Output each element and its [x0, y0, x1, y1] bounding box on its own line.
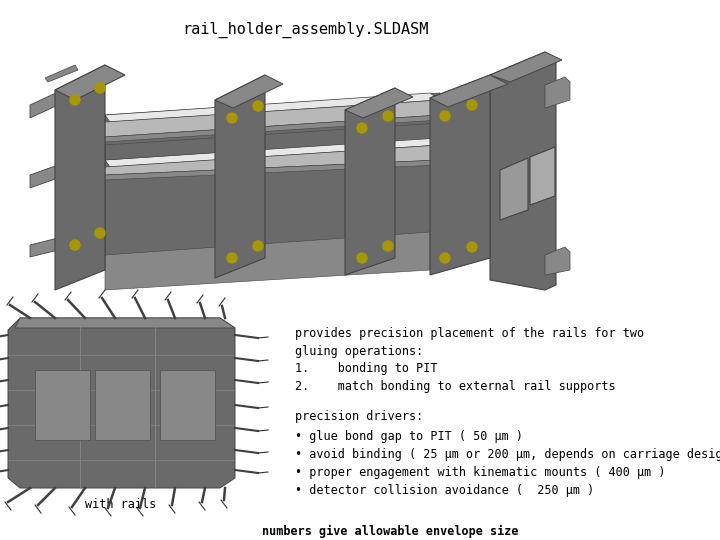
Text: numbers give allowable envelope size: numbers give allowable envelope size — [262, 525, 518, 538]
Circle shape — [357, 253, 367, 263]
Circle shape — [357, 123, 367, 133]
Circle shape — [467, 100, 477, 110]
Polygon shape — [430, 75, 490, 275]
Circle shape — [227, 253, 237, 263]
Circle shape — [383, 241, 393, 251]
Circle shape — [253, 241, 263, 251]
Polygon shape — [215, 75, 283, 108]
Polygon shape — [55, 65, 105, 290]
Polygon shape — [30, 92, 58, 118]
Text: • glue bond gap to PIT ( 50 μm ): • glue bond gap to PIT ( 50 μm ) — [295, 430, 523, 443]
Polygon shape — [105, 145, 440, 175]
Polygon shape — [545, 247, 570, 275]
Polygon shape — [105, 123, 440, 160]
Polygon shape — [35, 370, 90, 440]
Circle shape — [467, 242, 477, 252]
Polygon shape — [500, 158, 528, 220]
Text: provides precision placement of the rails for two
gluing operations:: provides precision placement of the rail… — [295, 327, 644, 358]
Circle shape — [95, 83, 105, 93]
Polygon shape — [160, 370, 215, 440]
Circle shape — [227, 113, 237, 123]
Polygon shape — [105, 100, 440, 137]
Polygon shape — [45, 65, 78, 82]
Polygon shape — [105, 93, 440, 122]
Circle shape — [440, 111, 450, 121]
Text: with rails: with rails — [85, 498, 156, 511]
Polygon shape — [95, 370, 150, 440]
Polygon shape — [15, 318, 235, 328]
Polygon shape — [105, 93, 440, 258]
Text: • detector collision avoidance (  250 μm ): • detector collision avoidance ( 250 μm … — [295, 484, 594, 497]
Polygon shape — [30, 165, 58, 188]
Text: • proper engagement with kinematic mounts ( 400 μm ): • proper engagement with kinematic mount… — [295, 466, 665, 479]
Text: precision drivers:: precision drivers: — [295, 410, 423, 423]
Polygon shape — [545, 77, 570, 108]
Polygon shape — [530, 147, 555, 205]
Polygon shape — [490, 52, 562, 82]
Polygon shape — [430, 75, 508, 107]
Polygon shape — [345, 88, 413, 118]
Polygon shape — [105, 115, 440, 142]
Circle shape — [440, 253, 450, 263]
Circle shape — [383, 111, 393, 121]
Polygon shape — [345, 88, 395, 275]
Text: • avoid binding ( 25 μm or 200 μm, depends on carriage design): • avoid binding ( 25 μm or 200 μm, depen… — [295, 448, 720, 461]
Polygon shape — [105, 160, 440, 180]
Text: 1.    bonding to PIT: 1. bonding to PIT — [295, 362, 438, 375]
Text: rail_holder_assembly.SLDASM: rail_holder_assembly.SLDASM — [182, 22, 428, 38]
Polygon shape — [105, 232, 430, 290]
Text: 2.    match bonding to external rail supports: 2. match bonding to external rail suppor… — [295, 380, 616, 393]
Polygon shape — [490, 52, 556, 290]
Circle shape — [70, 240, 80, 250]
Circle shape — [95, 228, 105, 238]
Polygon shape — [30, 238, 58, 257]
Polygon shape — [215, 75, 265, 278]
Circle shape — [253, 101, 263, 111]
Polygon shape — [55, 65, 125, 100]
Circle shape — [70, 95, 80, 105]
Polygon shape — [105, 138, 440, 167]
Polygon shape — [8, 318, 235, 488]
